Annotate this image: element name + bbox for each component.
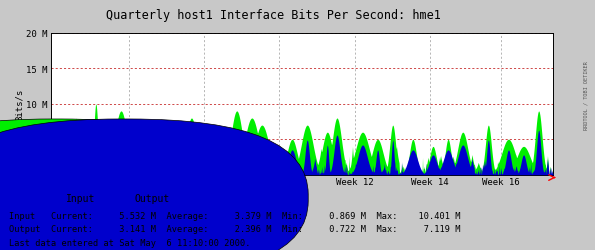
Text: Output  Current:     3.141 M  Average:     2.396 M  Min:     0.722 M  Max:     7: Output Current: 3.141 M Average: 2.396 M… — [9, 224, 461, 233]
Text: Quarterly host1 Interface Bits Per Second: hme1: Quarterly host1 Interface Bits Per Secon… — [107, 9, 441, 22]
Text: Input   Current:     5.532 M  Average:     3.379 M  Min:     0.869 M  Max:    10: Input Current: 5.532 M Average: 3.379 M … — [9, 211, 461, 220]
Text: Output: Output — [134, 193, 170, 203]
Text: RRDTOOL / TOBI OETIKER: RRDTOOL / TOBI OETIKER — [584, 61, 588, 129]
Y-axis label: Bits/s: Bits/s — [14, 88, 24, 120]
Text: Input: Input — [66, 193, 95, 203]
Text: Last data entered at Sat May  6 11:10:00 2000.: Last data entered at Sat May 6 11:10:00 … — [9, 238, 250, 247]
